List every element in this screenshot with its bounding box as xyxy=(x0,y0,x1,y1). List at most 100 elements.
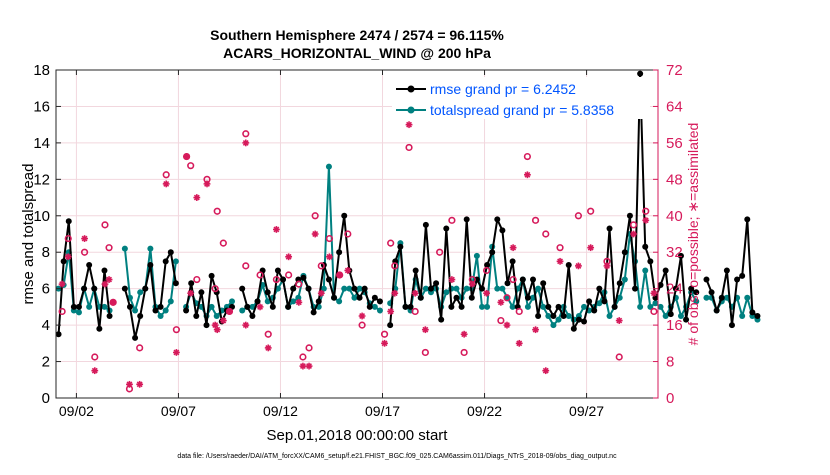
series-point-totalspread xyxy=(550,322,557,329)
series-point-rmse xyxy=(443,225,450,232)
series-point-rmse xyxy=(519,276,526,283)
y-tick-label-right: 0 xyxy=(666,390,674,407)
series-point-totalspread xyxy=(75,309,82,316)
obs-assimilated-stroke xyxy=(226,308,233,315)
series-point-totalspread xyxy=(213,313,220,319)
obs-possible-point xyxy=(187,162,195,170)
series-point-totalspread xyxy=(647,303,654,310)
series-point-totalspread xyxy=(229,298,236,305)
series-point-rmse xyxy=(264,289,271,296)
legend: rmse grand pr = 6.2452 totalspread grand… xyxy=(392,77,650,119)
obs-possible-point xyxy=(317,262,325,270)
obs-possible-point xyxy=(448,216,456,224)
series-point-totalspread xyxy=(499,285,506,292)
obs-assimilated-point xyxy=(615,317,623,324)
y-tick-label-right: 16 xyxy=(666,317,683,334)
obs-possible-point xyxy=(642,207,650,215)
series-point-rmse xyxy=(468,294,475,301)
series-point-rmse xyxy=(433,280,440,287)
obs-possible-point xyxy=(211,285,219,293)
y-axis-label-right: # of obs: o=possible; ∗=assimilated xyxy=(685,123,701,346)
obs-possible-point xyxy=(615,353,623,361)
series-point-rmse xyxy=(713,307,720,314)
series-point-rmse xyxy=(254,298,261,305)
obs-possible-point xyxy=(172,326,180,334)
obs-assimilated-stroke xyxy=(110,299,117,306)
series-point-rmse xyxy=(453,294,460,301)
series-point-rmse xyxy=(280,276,287,283)
series-point-rmse xyxy=(412,267,419,274)
series-point-rmse xyxy=(315,298,322,305)
obs-possible-point xyxy=(295,280,303,288)
series-point-rmse xyxy=(126,303,133,310)
obs-assimilated-stroke xyxy=(483,290,490,297)
series-point-rmse xyxy=(91,285,98,292)
obs-assimilated-point xyxy=(587,244,595,252)
obs-assimilated-point xyxy=(523,171,531,179)
obs-possible-point xyxy=(219,239,227,247)
series-point-rmse xyxy=(672,285,679,292)
obs-assimilated-point xyxy=(532,326,539,334)
x-axis-label: Sep.01,2018 00:00:00 start xyxy=(267,427,449,444)
series-point-rmse xyxy=(203,322,210,329)
series-point-rmse xyxy=(142,285,149,292)
series-point-rmse xyxy=(86,261,93,268)
obs-assimilated-point xyxy=(326,253,333,261)
series-point-rmse xyxy=(458,303,465,310)
obs-assimilated-stroke xyxy=(106,276,113,283)
obs-possible-point xyxy=(344,230,352,238)
series-point-totalspread xyxy=(157,313,164,319)
series-point-totalspread xyxy=(208,303,215,310)
obs-possible-point xyxy=(587,207,595,215)
series-point-rmse xyxy=(463,216,470,223)
obs-assimilated-point xyxy=(344,267,352,274)
obs-assimilated-point xyxy=(109,298,117,306)
obs-possible-point xyxy=(650,307,658,316)
series-point-rmse xyxy=(535,313,542,319)
obs-assimilated-point xyxy=(305,362,313,370)
obs-possible-point xyxy=(421,348,429,357)
series-point-totalspread xyxy=(86,303,93,310)
series-point-rmse xyxy=(371,294,378,301)
obs-possible-point xyxy=(509,275,517,284)
series-point-totalspread xyxy=(545,313,552,319)
x-tick-label: 09/17 xyxy=(365,403,400,419)
y-tick-label-right: 56 xyxy=(666,135,683,152)
series-point-rmse xyxy=(754,313,761,319)
series-point-totalspread xyxy=(443,289,450,296)
obs-assimilated-point xyxy=(256,303,264,311)
obs-possible-point xyxy=(523,152,531,161)
legend-marker-rmse xyxy=(407,85,415,93)
series-point-rmse xyxy=(361,285,368,292)
y-tick-label-left: 18 xyxy=(33,62,50,79)
series-point-totalspread xyxy=(739,313,746,319)
obs-assimilated-stroke xyxy=(81,235,88,242)
series-point-totalspread xyxy=(693,298,700,305)
series-point-totalspread xyxy=(371,303,378,310)
obs-possible-point xyxy=(305,344,313,352)
series-point-rmse xyxy=(478,285,485,292)
obs-assimilated-stroke xyxy=(136,381,143,388)
obs-assimilated-stroke xyxy=(642,217,649,224)
series-point-totalspread xyxy=(463,285,470,292)
obs-assimilated-point xyxy=(391,289,399,297)
series-point-totalspread xyxy=(524,303,531,310)
series-point-rmse xyxy=(239,285,246,292)
series-point-rmse xyxy=(499,227,506,234)
obs-assimilated-stroke xyxy=(242,322,249,329)
y-tick-label-left: 12 xyxy=(33,171,50,188)
legend-marker-spread xyxy=(407,106,415,114)
series-point-rmse xyxy=(601,298,608,305)
series-point-rmse xyxy=(397,243,404,250)
obs-assimilated-point xyxy=(503,321,511,329)
series-point-totalspread xyxy=(473,252,480,259)
obs-possible-point xyxy=(387,239,395,247)
obs-possible-point xyxy=(325,234,334,243)
obs-assimilated-point xyxy=(295,298,303,306)
obs-assimilated-point xyxy=(468,280,476,288)
obs-assimilated-stroke xyxy=(163,180,170,187)
series-point-rmse xyxy=(422,221,429,228)
series-point-rmse xyxy=(708,289,715,296)
legend-label-spread: totalspread grand pr = 5.8358 xyxy=(430,102,614,118)
obs-assimilated-point xyxy=(630,230,637,238)
